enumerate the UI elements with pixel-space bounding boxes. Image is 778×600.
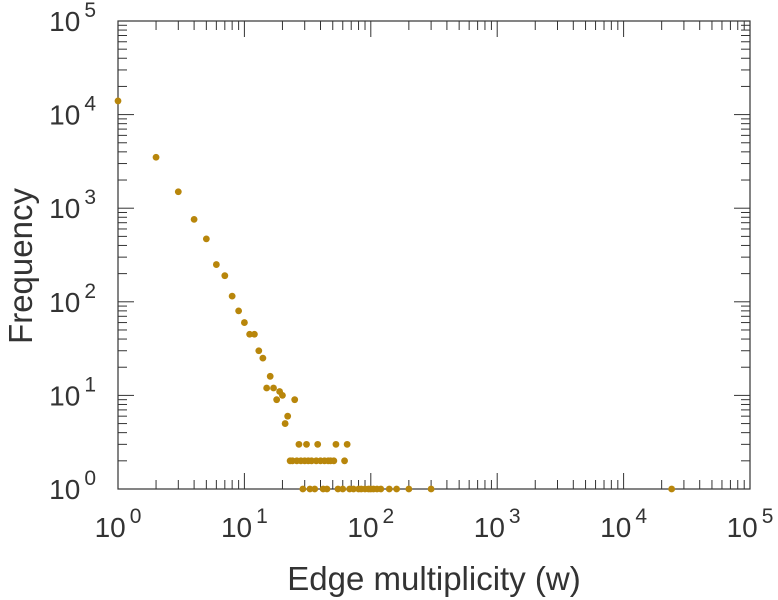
data-point [251, 330, 258, 338]
data-points [114, 97, 676, 493]
data-point [228, 292, 236, 300]
data-point [259, 354, 267, 362]
x-tick-label: 10 3 [474, 505, 521, 543]
data-point [339, 485, 347, 493]
y-tick-label: 10 0 [49, 467, 96, 505]
data-point [377, 485, 385, 493]
data-point [291, 396, 299, 404]
data-point [668, 485, 676, 493]
data-point [303, 440, 310, 448]
data-point [314, 440, 322, 448]
data-point [323, 485, 331, 493]
data-point [332, 440, 340, 448]
x-axis-title: Edge multiplicity (w) [287, 560, 580, 597]
data-point [255, 347, 263, 355]
data-point [405, 485, 413, 493]
x-tick-label: 10 4 [600, 505, 647, 543]
x-tick-label: 10 2 [347, 505, 394, 543]
data-point [393, 485, 401, 493]
y-tick-label: 10 1 [49, 373, 96, 411]
data-point [281, 420, 289, 427]
data-point [174, 188, 182, 196]
data-point [295, 440, 303, 448]
plot-frame [117, 20, 751, 490]
data-point [279, 392, 286, 399]
y-tick-label: 10 5 [49, 0, 96, 37]
data-point [263, 384, 271, 392]
y-tick-label: 10 3 [49, 186, 96, 224]
data-point [341, 457, 348, 465]
data-point [202, 235, 210, 243]
data-point [152, 153, 160, 161]
data-point [241, 319, 248, 326]
data-point [190, 215, 198, 223]
data-point [270, 384, 277, 392]
data-point [350, 485, 357, 493]
data-point [235, 307, 243, 315]
data-point [334, 485, 342, 493]
y-tick-label: 10 4 [49, 93, 96, 131]
data-point [299, 485, 307, 493]
data-point [343, 440, 351, 448]
data-point [330, 457, 338, 465]
tick-labels: 10 0 10 1 10 2 10 3 10 4 10 5 10 0 10 1 10 2 10 3 10 4 10 5 [49, 0, 773, 543]
axis-ticks [117, 20, 751, 490]
data-point [221, 272, 229, 280]
data-point [284, 412, 292, 420]
data-point [311, 485, 319, 493]
x-tick-label: 10 0 [95, 505, 142, 543]
data-point [385, 485, 393, 493]
data-point [246, 330, 254, 338]
data-point [273, 396, 281, 404]
data-point [427, 485, 435, 493]
data-point [266, 372, 274, 380]
x-tick-label: 10 5 [727, 505, 774, 543]
data-point [212, 261, 220, 268]
data-point [114, 97, 122, 105]
y-tick-label: 10 2 [49, 280, 96, 318]
data-point [306, 485, 314, 493]
x-tick-label: 10 1 [221, 505, 268, 543]
y-axis-title: Frequency [2, 188, 39, 344]
